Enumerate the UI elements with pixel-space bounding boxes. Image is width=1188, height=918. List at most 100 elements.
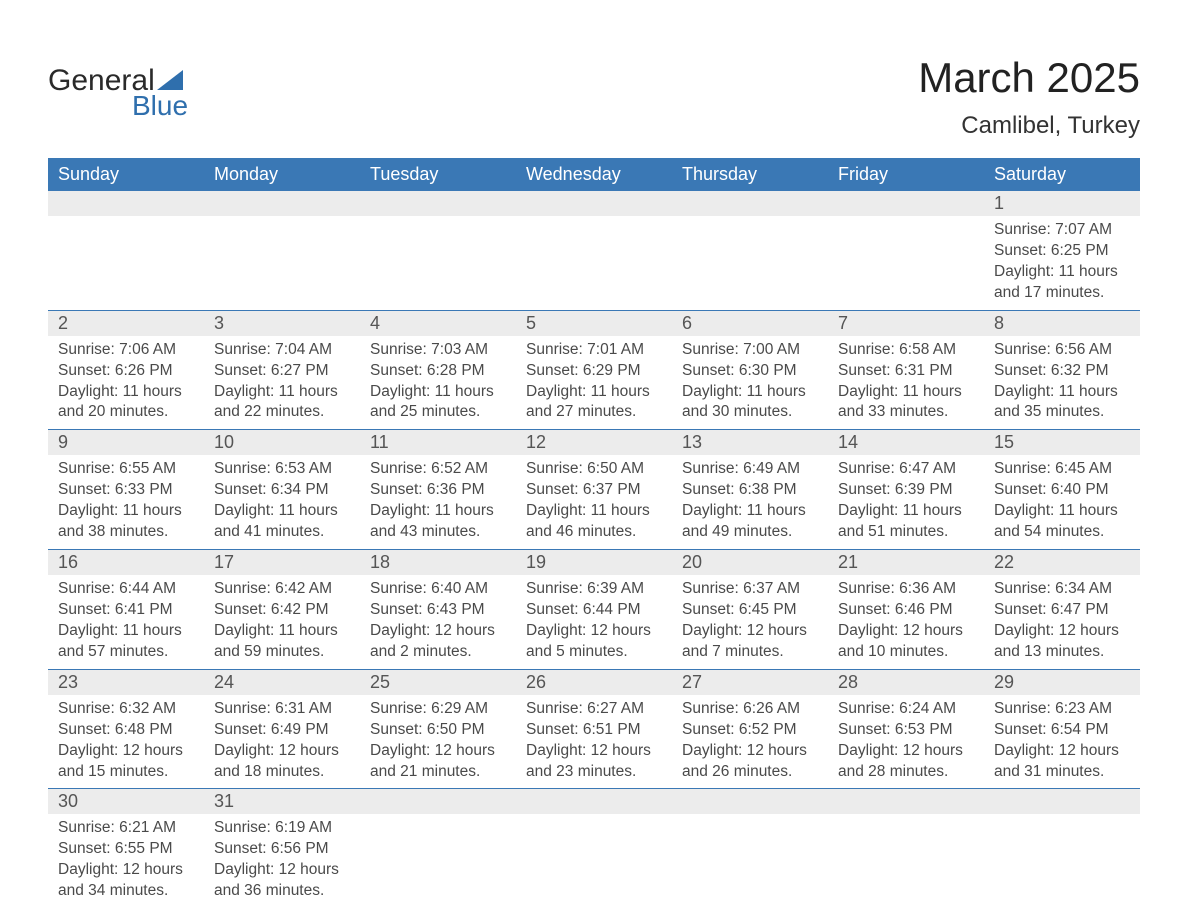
day-detail-cell: Sunrise: 6:56 AMSunset: 6:32 PMDaylight:…	[984, 336, 1140, 430]
day-number-cell: 10	[204, 430, 360, 456]
calendar-head: SundayMondayTuesdayWednesdayThursdayFrid…	[48, 158, 1140, 191]
sunset: Sunset: 6:29 PM	[526, 361, 662, 382]
sunrise: Sunrise: 6:45 AM	[994, 459, 1130, 480]
daylight-2: and 57 minutes.	[58, 642, 194, 663]
sunset: Sunset: 6:36 PM	[370, 480, 506, 501]
sunrise: Sunrise: 6:23 AM	[994, 699, 1130, 720]
day-number-cell: 3	[204, 310, 360, 336]
sunset: Sunset: 6:25 PM	[994, 241, 1130, 262]
calendar-table: SundayMondayTuesdayWednesdayThursdayFrid…	[48, 158, 1140, 908]
daylight-2: and 36 minutes.	[214, 881, 350, 902]
daylight-1: Daylight: 11 hours	[214, 621, 350, 642]
sunrise: Sunrise: 6:50 AM	[526, 459, 662, 480]
sunset: Sunset: 6:33 PM	[58, 480, 194, 501]
day-detail-cell	[204, 216, 360, 310]
day-number-cell: 8	[984, 310, 1140, 336]
sunset: Sunset: 6:40 PM	[994, 480, 1130, 501]
location: Camlibel, Turkey	[918, 112, 1140, 140]
daylight-1: Daylight: 12 hours	[682, 741, 818, 762]
daylight-1: Daylight: 12 hours	[838, 621, 974, 642]
day-number-cell: 21	[828, 550, 984, 576]
sunset: Sunset: 6:38 PM	[682, 480, 818, 501]
day-number-cell: 17	[204, 550, 360, 576]
daylight-1: Daylight: 11 hours	[214, 501, 350, 522]
daylight-1: Daylight: 12 hours	[58, 860, 194, 881]
sunset: Sunset: 6:52 PM	[682, 720, 818, 741]
day-detail-cell	[828, 814, 984, 908]
daylight-1: Daylight: 12 hours	[994, 741, 1130, 762]
day-number-cell: 6	[672, 310, 828, 336]
daylight-1: Daylight: 11 hours	[682, 382, 818, 403]
day-number-cell	[360, 789, 516, 815]
daylight-2: and 43 minutes.	[370, 522, 506, 543]
daylight-1: Daylight: 12 hours	[214, 860, 350, 881]
day-detail-cell: Sunrise: 6:31 AMSunset: 6:49 PMDaylight:…	[204, 695, 360, 789]
daylight-2: and 5 minutes.	[526, 642, 662, 663]
daylight-2: and 51 minutes.	[838, 522, 974, 543]
day-detail-cell: Sunrise: 6:47 AMSunset: 6:39 PMDaylight:…	[828, 455, 984, 549]
day-number-cell: 14	[828, 430, 984, 456]
header: General Blue March 2025 Camlibel, Turkey	[48, 30, 1140, 140]
day-detail-cell: Sunrise: 6:53 AMSunset: 6:34 PMDaylight:…	[204, 455, 360, 549]
daylight-2: and 2 minutes.	[370, 642, 506, 663]
sunrise: Sunrise: 7:06 AM	[58, 340, 194, 361]
sunset: Sunset: 6:41 PM	[58, 600, 194, 621]
sunset: Sunset: 6:44 PM	[526, 600, 662, 621]
day-detail-cell	[672, 814, 828, 908]
day-detail-cell: Sunrise: 6:36 AMSunset: 6:46 PMDaylight:…	[828, 575, 984, 669]
day-detail-cell: Sunrise: 7:07 AMSunset: 6:25 PMDaylight:…	[984, 216, 1140, 310]
day-number-cell: 27	[672, 669, 828, 695]
day-number-cell	[204, 191, 360, 216]
sunrise: Sunrise: 7:03 AM	[370, 340, 506, 361]
daylight-2: and 22 minutes.	[214, 402, 350, 423]
day-number-cell: 28	[828, 669, 984, 695]
day-number-cell: 31	[204, 789, 360, 815]
sunrise: Sunrise: 6:44 AM	[58, 579, 194, 600]
day-number-cell	[828, 191, 984, 216]
day-number-cell: 1	[984, 191, 1140, 216]
daylight-2: and 20 minutes.	[58, 402, 194, 423]
daylight-2: and 13 minutes.	[994, 642, 1130, 663]
sunrise: Sunrise: 6:27 AM	[526, 699, 662, 720]
col-header: Saturday	[984, 158, 1140, 191]
daylight-2: and 30 minutes.	[682, 402, 818, 423]
daylight-1: Daylight: 12 hours	[214, 741, 350, 762]
sunrise: Sunrise: 6:24 AM	[838, 699, 974, 720]
day-number-cell: 20	[672, 550, 828, 576]
day-detail-cell: Sunrise: 7:00 AMSunset: 6:30 PMDaylight:…	[672, 336, 828, 430]
daylight-1: Daylight: 11 hours	[370, 501, 506, 522]
sunrise: Sunrise: 6:36 AM	[838, 579, 974, 600]
sunrise: Sunrise: 6:49 AM	[682, 459, 818, 480]
daylight-1: Daylight: 12 hours	[682, 621, 818, 642]
day-detail-cell: Sunrise: 6:40 AMSunset: 6:43 PMDaylight:…	[360, 575, 516, 669]
sunrise: Sunrise: 6:21 AM	[58, 818, 194, 839]
daylight-1: Daylight: 12 hours	[526, 741, 662, 762]
day-number-cell: 13	[672, 430, 828, 456]
day-number-cell: 7	[828, 310, 984, 336]
daylight-2: and 41 minutes.	[214, 522, 350, 543]
sunrise: Sunrise: 6:53 AM	[214, 459, 350, 480]
daylight-1: Daylight: 11 hours	[994, 382, 1130, 403]
sunrise: Sunrise: 6:26 AM	[682, 699, 818, 720]
sunset: Sunset: 6:30 PM	[682, 361, 818, 382]
daylight-1: Daylight: 11 hours	[58, 621, 194, 642]
daylight-2: and 25 minutes.	[370, 402, 506, 423]
day-detail-cell: Sunrise: 6:21 AMSunset: 6:55 PMDaylight:…	[48, 814, 204, 908]
sunset: Sunset: 6:45 PM	[682, 600, 818, 621]
daylight-2: and 27 minutes.	[526, 402, 662, 423]
col-header: Friday	[828, 158, 984, 191]
sunrise: Sunrise: 6:47 AM	[838, 459, 974, 480]
daylight-1: Daylight: 12 hours	[370, 741, 506, 762]
day-number-cell	[516, 789, 672, 815]
day-detail-cell: Sunrise: 6:34 AMSunset: 6:47 PMDaylight:…	[984, 575, 1140, 669]
day-detail-cell: Sunrise: 7:01 AMSunset: 6:29 PMDaylight:…	[516, 336, 672, 430]
day-detail-cell	[984, 814, 1140, 908]
sunrise: Sunrise: 6:19 AM	[214, 818, 350, 839]
logo: General Blue	[48, 66, 188, 122]
sunset: Sunset: 6:49 PM	[214, 720, 350, 741]
daylight-2: and 21 minutes.	[370, 762, 506, 783]
daylight-1: Daylight: 11 hours	[526, 382, 662, 403]
sunrise: Sunrise: 7:07 AM	[994, 220, 1130, 241]
day-number-cell: 15	[984, 430, 1140, 456]
day-detail-cell: Sunrise: 6:24 AMSunset: 6:53 PMDaylight:…	[828, 695, 984, 789]
